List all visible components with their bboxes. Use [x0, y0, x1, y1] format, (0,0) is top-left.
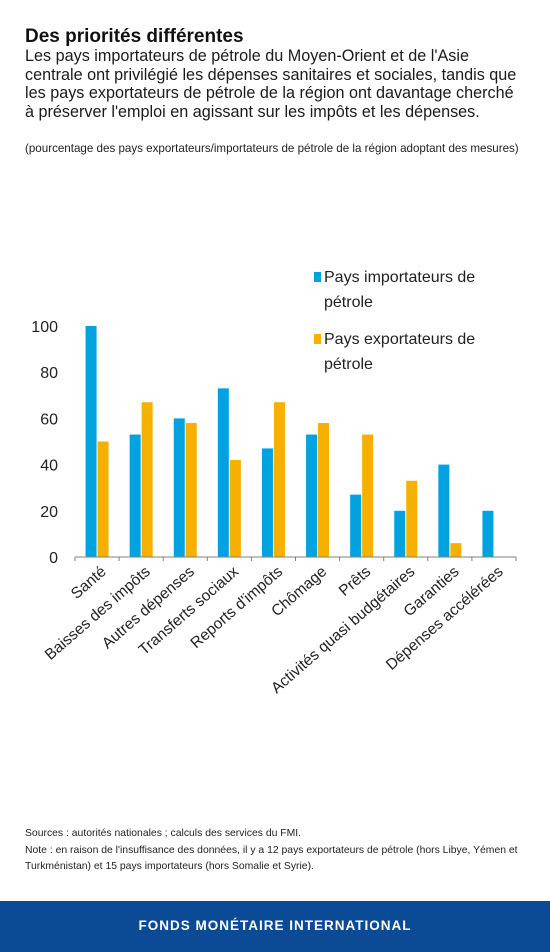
bar-exporters [185, 423, 197, 557]
sources-block: Sources : autorités nationales ; calculs… [25, 826, 525, 876]
sources-text: Sources : autorités nationales ; calculs… [25, 828, 302, 839]
bar-exporters [97, 441, 109, 557]
bar-exporters [318, 423, 330, 557]
unit-note: (pourcentage des pays exportateurs/impor… [25, 142, 519, 155]
chart-title: Des priorités différentes [25, 26, 244, 47]
y-axis: 0 20 40 60 80 100 [31, 319, 58, 567]
y-tick-label: 40 [40, 458, 58, 475]
bar-exporters [406, 480, 418, 557]
category-label: Prêts [336, 563, 375, 600]
y-tick-label: 60 [40, 411, 58, 428]
bar-importers [129, 434, 141, 557]
bar-importers [394, 510, 406, 557]
bar-exporters [273, 402, 285, 557]
bar-importers [350, 494, 362, 557]
bar-importers [173, 418, 185, 557]
note-text: Note : en raison de l'insuffisance des d… [25, 844, 518, 873]
y-tick-label: 0 [49, 550, 58, 567]
legend-label: pétrole [324, 356, 373, 373]
bar-importers [217, 388, 229, 557]
bar-exporters [362, 434, 374, 557]
y-tick-label: 100 [31, 319, 58, 336]
bars [85, 326, 494, 557]
bar-exporters [229, 459, 241, 557]
bar-importers [306, 434, 318, 557]
legend-swatch [314, 272, 321, 282]
legend-label: pétrole [324, 294, 373, 311]
bar-importers [261, 448, 273, 557]
footer-bar: FONDS MONÉTAIRE INTERNATIONAL [0, 901, 550, 952]
bar-exporters [450, 543, 462, 557]
legend-swatch [314, 334, 321, 344]
bar-importers [482, 510, 494, 557]
bar-exporters [141, 402, 153, 557]
bar-importers [85, 326, 97, 557]
y-tick-label: 20 [40, 504, 58, 521]
legend: Pays importateurs de pétrole Pays exportat… [314, 269, 475, 373]
legend-label: Pays importateurs de [324, 269, 475, 286]
bar-chart: Pays importateurs de pétrole Pays exportat… [31, 269, 517, 697]
chart-subtitle: Les pays importateurs de pétrole du Moye… [25, 47, 517, 121]
bar-importers [438, 464, 450, 557]
legend-label: Pays exportateurs de [324, 331, 475, 348]
y-tick-label: 80 [40, 365, 58, 382]
footer-label: FONDS MONÉTAIRE INTERNATIONAL [138, 918, 412, 933]
